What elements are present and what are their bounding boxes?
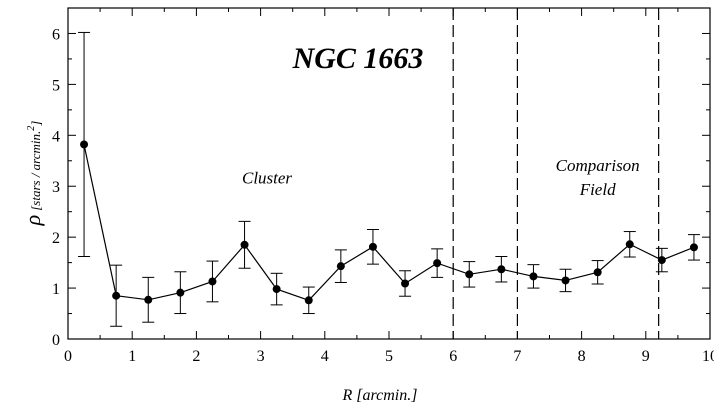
data-point bbox=[625, 240, 634, 249]
data-point bbox=[689, 243, 698, 252]
y-axis-title: ρ [stars / arcmin.2] bbox=[20, 121, 45, 227]
x-tick-label: 10 bbox=[702, 348, 714, 365]
data-point bbox=[529, 272, 538, 281]
data-point bbox=[304, 296, 313, 305]
svg-text:ρ[stars / arcmin.2]: ρ [stars / arcmin.2] bbox=[20, 121, 45, 227]
y-axis-units-close: ] bbox=[28, 121, 43, 127]
y-tick-label: 6 bbox=[52, 26, 60, 43]
y-tick-label: 1 bbox=[52, 281, 60, 298]
annotation-label: Cluster bbox=[242, 169, 292, 188]
annotation-label: Comparison bbox=[556, 156, 640, 175]
y-tick-label: 2 bbox=[52, 230, 60, 247]
y-tick-label: 3 bbox=[52, 179, 60, 196]
x-axis-ticks: 0 1 2 3 4 5 6 7 8 9 10 bbox=[64, 8, 714, 365]
chart-title: NGC 1663 bbox=[292, 42, 424, 75]
data-point bbox=[80, 140, 89, 149]
data-point bbox=[240, 240, 249, 249]
x-tick-label: 8 bbox=[578, 348, 586, 365]
x-tick-label: 1 bbox=[128, 348, 136, 365]
x-tick-label: 9 bbox=[642, 348, 650, 365]
y-axis-symbol: ρ bbox=[20, 215, 45, 227]
data-point bbox=[272, 285, 281, 294]
x-tick-label: 7 bbox=[513, 348, 521, 365]
annotations: Cluster Comparison Field bbox=[242, 156, 640, 199]
data-point bbox=[112, 291, 121, 300]
data-point bbox=[593, 268, 602, 277]
x-tick-label: 0 bbox=[64, 348, 72, 365]
data-point bbox=[144, 295, 153, 304]
y-axis-ticks: 0 1 2 3 4 5 6 bbox=[52, 7, 710, 349]
x-tick-label: 6 bbox=[449, 348, 457, 365]
data-point bbox=[465, 270, 474, 279]
data-point bbox=[657, 256, 666, 265]
x-tick-label: 2 bbox=[192, 348, 200, 365]
data-point bbox=[208, 277, 217, 286]
y-axis-units: [stars / arcmin. bbox=[28, 131, 43, 211]
data-point bbox=[368, 242, 377, 251]
data-point bbox=[497, 265, 506, 274]
x-tick-label: 3 bbox=[257, 348, 265, 365]
y-tick-label: 4 bbox=[52, 128, 60, 145]
data-point bbox=[176, 288, 185, 297]
data-point bbox=[433, 259, 442, 268]
region-divider-lines bbox=[452, 8, 660, 339]
x-tick-label: 4 bbox=[321, 348, 329, 365]
data-point bbox=[401, 279, 410, 288]
y-tick-label: 5 bbox=[52, 77, 60, 94]
annotation-label: Field bbox=[579, 180, 616, 199]
x-tick-label: 5 bbox=[385, 348, 393, 365]
y-tick-label: 0 bbox=[52, 332, 60, 349]
data-point bbox=[336, 262, 345, 271]
x-axis-title: R [arcmin.] bbox=[342, 387, 418, 404]
data-point bbox=[561, 276, 570, 285]
data-series-line bbox=[83, 144, 695, 301]
data-points bbox=[80, 140, 698, 305]
series-polyline bbox=[83, 144, 695, 301]
y-axis-superscript: 2 bbox=[26, 126, 37, 131]
